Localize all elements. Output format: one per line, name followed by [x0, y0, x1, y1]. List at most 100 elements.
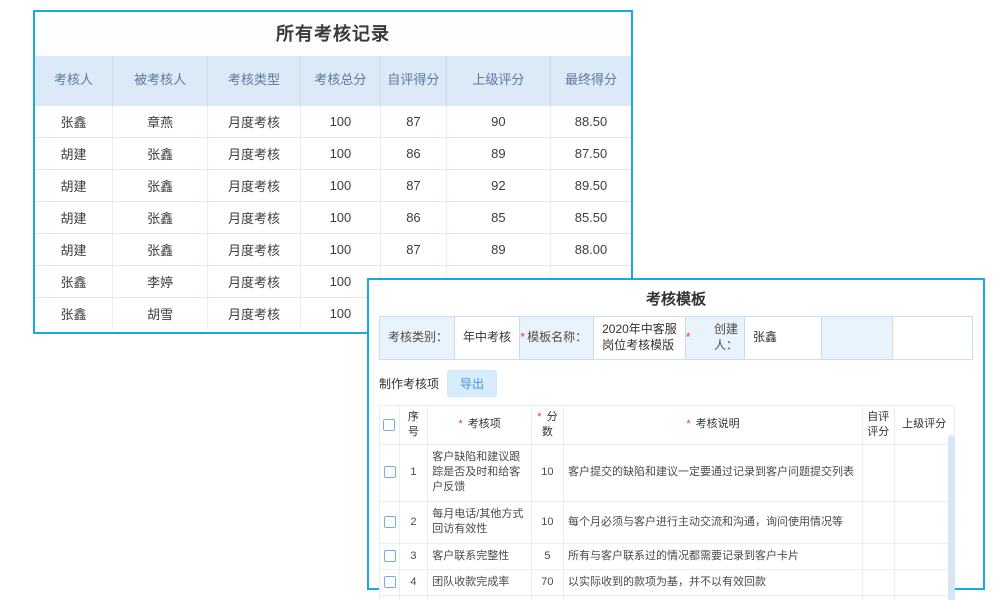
category-label: 考核类别： [380, 317, 454, 359]
record-cell: 张鑫 [111, 200, 208, 233]
record-row: 胡建 张鑫 月度考核 100 86 85 85.50 [35, 200, 631, 233]
item-checkbox-cell [379, 542, 400, 571]
row-checkbox[interactable] [384, 549, 396, 562]
records-col-assessor: 考核人 [35, 56, 113, 105]
items-table-header: 序号 * 考核项 * 分数 * 考核说明 自评评分 [379, 405, 956, 445]
select-all-checkbox[interactable] [383, 418, 396, 431]
item-number-cell: 5 [398, 595, 429, 600]
item-name-cell: 客户联系完整性 [427, 542, 532, 571]
items-table: 序号 * 考核项 * 分数 * 考核说明 自评评分 [379, 405, 956, 600]
record-cell: 月度考核 [207, 104, 301, 137]
records-table-header: 考核人 被考核人 考核类型 考核总分 自评得分 上级评分 最终得分 [35, 56, 631, 105]
item-checkbox-cell [379, 569, 400, 597]
row-checkbox[interactable] [384, 466, 396, 479]
item-number-cell: 2 [398, 500, 429, 544]
record-cell: 90 [445, 104, 551, 137]
records-col-assessee: 被考核人 [111, 56, 208, 105]
item-self-score-cell [861, 569, 895, 597]
records-col-total: 考核总分 [299, 56, 381, 105]
record-cell: 86 [380, 200, 447, 233]
record-cell: 胡建 [35, 200, 113, 233]
required-mark: * [686, 418, 691, 431]
record-cell: 张鑫 [35, 264, 113, 297]
category-value: 年中考核 [454, 317, 520, 359]
records-panel-title: 所有考核记录 [35, 12, 631, 56]
template-item-row: 4 团队收款完成率 70 以实际收到的款项为基，并不以有效回款 [379, 569, 956, 597]
record-cell: 100 [299, 168, 381, 201]
item-name-cell: 客户缺陷和建议跟踪是否及时和给客户反馈 [427, 443, 532, 502]
row-checkbox[interactable] [384, 515, 396, 528]
form-empty-label-cell [821, 317, 893, 359]
item-self-score-cell [861, 595, 895, 600]
records-col-type: 考核类型 [207, 56, 301, 105]
item-description-cell: 所有与客户联系过的情况都需要记录到客户卡片 [562, 542, 863, 571]
required-mark: * [537, 411, 542, 423]
records-col-superior-score: 上级评分 [445, 56, 551, 105]
record-cell: 李婷 [111, 264, 208, 297]
item-name-cell: 工作态度、素质能力 [427, 595, 532, 600]
items-table-body: 1 客户缺陷和建议跟踪是否及时和给客户反馈 10 客户提交的缺陷和建议一定要通过记录到… [379, 443, 956, 600]
required-mark: * [520, 330, 526, 345]
record-cell: 92 [445, 168, 551, 201]
record-cell: 86 [380, 136, 447, 169]
item-checkbox-cell [379, 443, 400, 502]
item-number-cell: 4 [398, 569, 429, 597]
item-score-cell: 10 [530, 443, 564, 502]
records-col-final-score: 最终得分 [550, 56, 631, 105]
record-row: 张鑫 章燕 月度考核 100 87 90 88.50 [35, 104, 631, 137]
items-table-container: 序号 * 考核项 * 分数 * 考核说明 自评评分 [379, 405, 956, 600]
item-description-cell: 积极主动沟通问题，对客户热情真诚 [562, 595, 863, 600]
item-score-cell: 5 [530, 542, 564, 571]
record-cell: 89 [445, 232, 551, 265]
export-button[interactable]: 导出 [447, 370, 498, 397]
record-cell: 月度考核 [207, 296, 301, 329]
record-cell: 87.50 [550, 136, 631, 169]
row-checkbox[interactable] [384, 576, 396, 589]
vertical-scrollbar-thumb[interactable] [948, 435, 955, 600]
record-cell: 89.50 [550, 168, 631, 201]
item-superior-score-cell [893, 569, 956, 597]
items-col-item: * 考核项 [427, 405, 532, 445]
form-empty-value-cell [892, 317, 972, 359]
item-number-cell: 1 [398, 443, 429, 502]
record-cell: 张鑫 [111, 168, 208, 201]
record-cell: 月度考核 [207, 200, 301, 233]
record-cell: 88.50 [550, 104, 631, 137]
items-toolbar: 制作考核项 导出 [379, 370, 973, 397]
record-cell: 88.00 [550, 232, 631, 265]
record-cell: 胡建 [35, 168, 113, 201]
item-number-cell: 3 [398, 542, 429, 571]
item-score-cell: 10 [530, 500, 564, 544]
record-cell: 87 [380, 104, 447, 137]
record-cell: 张鑫 [111, 232, 208, 265]
item-self-score-cell [861, 542, 895, 571]
record-cell: 100 [299, 136, 381, 169]
record-cell: 章燕 [111, 104, 208, 137]
template-item-row: 2 每月电话/其他方式回访有效性 10 每个月必须与客户进行主动交流和沟通，询问使用情… [379, 500, 956, 544]
template-item-row: 5工作态度、素质能力5积极主动沟通问题，对客户热情真诚 [379, 595, 956, 600]
item-description-cell: 客户提交的缺陷和建议一定要通过记录到客户问题提交列表 [562, 443, 863, 502]
template-item-row: 1 客户缺陷和建议跟踪是否及时和给客户反馈 10 客户提交的缺陷和建议一定要通过记录到… [379, 443, 956, 502]
template-panel-title: 考核模板 [645, 291, 706, 308]
record-cell: 月度考核 [207, 232, 301, 265]
item-superior-score-cell [893, 542, 956, 571]
record-cell: 87 [380, 232, 447, 265]
record-row: 胡建 张鑫 月度考核 100 86 89 87.50 [35, 136, 631, 169]
item-name-cell: 每月电话/其他方式回访有效性 [427, 500, 532, 544]
record-cell: 89 [445, 136, 551, 169]
template-name-value: 2020年中客服岗位考核模版 [593, 317, 685, 359]
record-cell: 胡雪 [111, 296, 208, 329]
creator-label: * 创建人： [684, 317, 745, 359]
record-cell: 月度考核 [207, 136, 301, 169]
item-score-cell: 5 [530, 595, 564, 600]
record-cell: 张鑫 [111, 136, 208, 169]
record-cell: 100 [299, 232, 381, 265]
items-col-score: * 分数 [530, 405, 564, 445]
template-item-row: 3 客户联系完整性 5 所有与客户联系过的情况都需要记录到客户卡片 [379, 542, 956, 571]
record-row: 胡建 张鑫 月度考核 100 87 92 89.50 [35, 168, 631, 201]
items-section-label: 制作考核项 [379, 377, 440, 391]
items-col-number: 序号 [398, 405, 429, 445]
items-col-self-score: 自评评分 [861, 405, 895, 445]
required-mark: * [458, 418, 463, 431]
